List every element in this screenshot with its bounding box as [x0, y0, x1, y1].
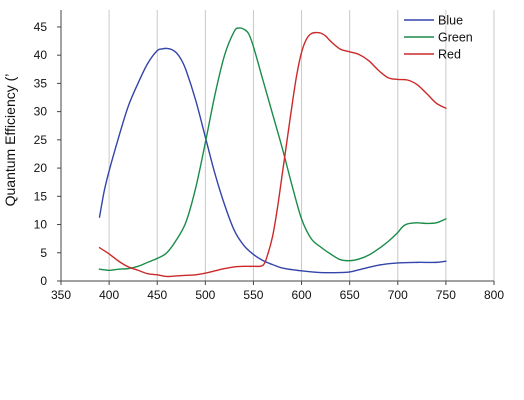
- y-tick-label: 25: [34, 133, 48, 147]
- grid: [108, 10, 495, 281]
- y-tick-label: 5: [40, 246, 47, 260]
- y-axis-title: Quantum Efficiency (’: [2, 74, 18, 207]
- y-tick-label: 20: [34, 161, 48, 175]
- y-tick-label: 45: [34, 20, 48, 34]
- series-line-blue: [98, 47, 447, 274]
- series-lines: [98, 27, 447, 278]
- legend-label-red: Red: [438, 48, 461, 62]
- x-tick-label: 400: [99, 288, 119, 302]
- series-line-green: [98, 27, 447, 271]
- tick-labels: 350 400 450 500 550 600 650 700 750 800 0 5 10 15 20 25…: [34, 20, 505, 302]
- legend: Blue Green Red: [404, 14, 473, 62]
- y-tick-label: 15: [34, 189, 48, 203]
- x-tick-label: 700: [388, 288, 408, 302]
- x-tick-label: 800: [484, 288, 504, 302]
- y-tick-label: 40: [34, 48, 48, 62]
- x-tick-label: 650: [340, 288, 360, 302]
- x-tick-label: 600: [292, 288, 312, 302]
- y-tick-label: 35: [34, 76, 48, 90]
- y-tick-label: 0: [40, 274, 47, 288]
- x-tick-label: 550: [243, 288, 263, 302]
- x-tick-label: 450: [147, 288, 167, 302]
- legend-label-green: Green: [438, 31, 473, 45]
- axes: [57, 10, 495, 285]
- series-line-red: [98, 31, 447, 278]
- legend-label-blue: Blue: [438, 14, 463, 28]
- y-tick-label: 30: [34, 105, 48, 119]
- x-tick-label: 350: [51, 288, 71, 302]
- x-tick-label: 750: [436, 288, 456, 302]
- y-tick-label: 10: [34, 218, 48, 232]
- x-tick-label: 500: [195, 288, 215, 302]
